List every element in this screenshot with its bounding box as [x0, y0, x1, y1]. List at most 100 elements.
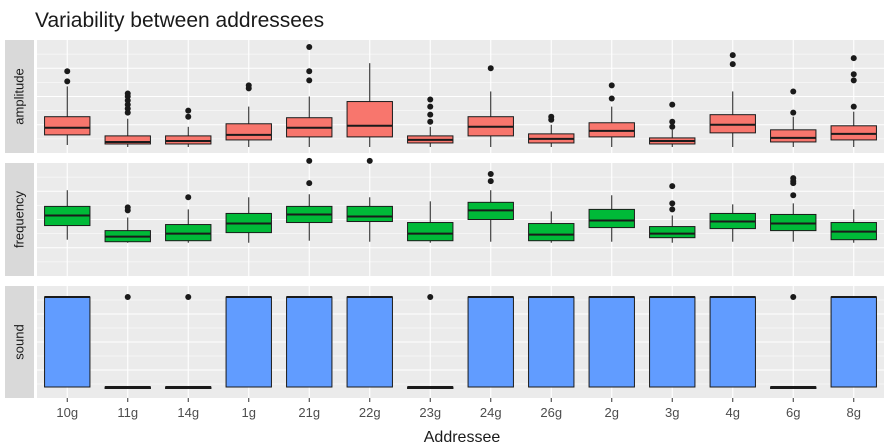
box-frequency-10g: [44, 190, 91, 240]
facet-strip: [5, 286, 34, 398]
box-sound-26g: [528, 296, 575, 388]
x-tick-label: 10g: [56, 405, 78, 420]
outlier-point: [729, 52, 736, 59]
facet-strip: [5, 40, 34, 153]
facet-sound: sound: [5, 286, 884, 398]
box-amplitude-14g: [165, 107, 212, 147]
box-body: [649, 296, 696, 388]
box-body: [770, 213, 817, 232]
outlier-point: [64, 68, 71, 75]
box-sound-14g: [165, 294, 212, 389]
outlier-point: [669, 183, 676, 190]
x-tick-label: 21g: [298, 405, 320, 420]
box-sound-8g: [830, 296, 877, 388]
box-amplitude-3g: [649, 101, 696, 147]
outlier-point: [850, 77, 857, 84]
box-amplitude-1g: [225, 82, 272, 147]
box-body: [225, 123, 272, 141]
box-body: [225, 296, 272, 388]
outlier-point: [366, 157, 373, 164]
box-body: [649, 226, 696, 239]
box-body: [346, 101, 393, 138]
box-amplitude-4g: [709, 52, 756, 147]
box-frequency-1g: [225, 197, 272, 243]
outlier-point: [608, 95, 615, 102]
facet-label-amplitude: amplitude: [12, 68, 27, 124]
box-body: [770, 129, 817, 143]
outlier-point: [427, 294, 434, 300]
outlier-point: [124, 90, 131, 97]
box-body: [588, 122, 635, 138]
outlier-point: [306, 180, 313, 187]
outlier-point: [548, 113, 555, 120]
box-amplitude-6g: [770, 88, 817, 147]
box-body: [44, 116, 91, 136]
box-frequency-4g: [709, 204, 756, 242]
box-frequency-6g: [770, 175, 817, 242]
outlier-point: [790, 175, 797, 182]
box-body: [104, 135, 151, 145]
box-frequency-14g: [165, 194, 212, 243]
outlier-point: [608, 82, 615, 89]
box-amplitude-22g: [346, 63, 393, 147]
outlier-point: [306, 44, 313, 51]
outlier-point: [124, 294, 131, 300]
outlier-point: [850, 103, 857, 110]
outlier-point: [185, 107, 192, 114]
box-sound-22g: [346, 296, 393, 388]
outlier-point: [427, 103, 434, 110]
box-sound-21g: [286, 296, 333, 388]
facet-label-frequency: frequency: [12, 190, 27, 248]
box-body: [830, 296, 877, 388]
box-body: [830, 125, 877, 141]
box-frequency-22g: [346, 157, 393, 242]
outlier-point: [850, 55, 857, 62]
x-tick-label: 26g: [540, 405, 562, 420]
outlier-point: [669, 123, 676, 130]
box-body: [588, 208, 635, 229]
x-tick-label: 6g: [786, 405, 800, 420]
x-tick-label: 22g: [359, 405, 381, 420]
box-frequency-2g: [588, 195, 635, 242]
box-sound-11g: [104, 294, 151, 389]
box-amplitude-21g: [286, 44, 333, 147]
outlier-point: [306, 68, 313, 75]
outlier-point: [850, 71, 857, 78]
outlier-point: [669, 206, 676, 213]
outlier-point: [124, 204, 131, 211]
box-body: [286, 296, 333, 388]
x-tick-label: 3g: [665, 405, 679, 420]
outlier-point: [185, 113, 192, 120]
box-body: [165, 135, 212, 145]
x-tick-label: 8g: [847, 405, 861, 420]
outlier-point: [427, 96, 434, 103]
outlier-point: [729, 61, 736, 68]
outlier-point: [669, 118, 676, 125]
outlier-point: [790, 109, 797, 116]
outlier-point: [185, 294, 192, 300]
outlier-point: [487, 171, 494, 178]
x-tick-label: 14g: [177, 405, 199, 420]
box-frequency-21g: [286, 157, 333, 241]
box-amplitude-10g: [44, 68, 91, 145]
box-amplitude-2g: [588, 82, 635, 147]
facet-frequency: frequency: [5, 157, 884, 276]
facet-strip: [5, 163, 34, 276]
chart-title: Variability between addressees: [35, 9, 324, 32]
box-sound-23g: [407, 294, 454, 389]
x-axis-title: Addressee: [424, 429, 501, 446]
outlier-point: [306, 77, 313, 84]
box-frequency-11g: [104, 204, 151, 243]
box-frequency-26g: [528, 211, 575, 243]
box-amplitude-11g: [104, 90, 151, 147]
box-body: [528, 296, 575, 388]
box-sound-4g: [709, 296, 756, 388]
outlier-point: [790, 88, 797, 95]
box-amplitude-8g: [830, 55, 877, 147]
facet-amplitude: amplitude: [5, 40, 884, 153]
x-tick-label: 2g: [605, 405, 619, 420]
facet-panels: amplitude frequency sound: [5, 40, 884, 398]
box-body: [346, 205, 393, 223]
outlier-point: [487, 178, 494, 185]
box-body: [407, 222, 454, 242]
